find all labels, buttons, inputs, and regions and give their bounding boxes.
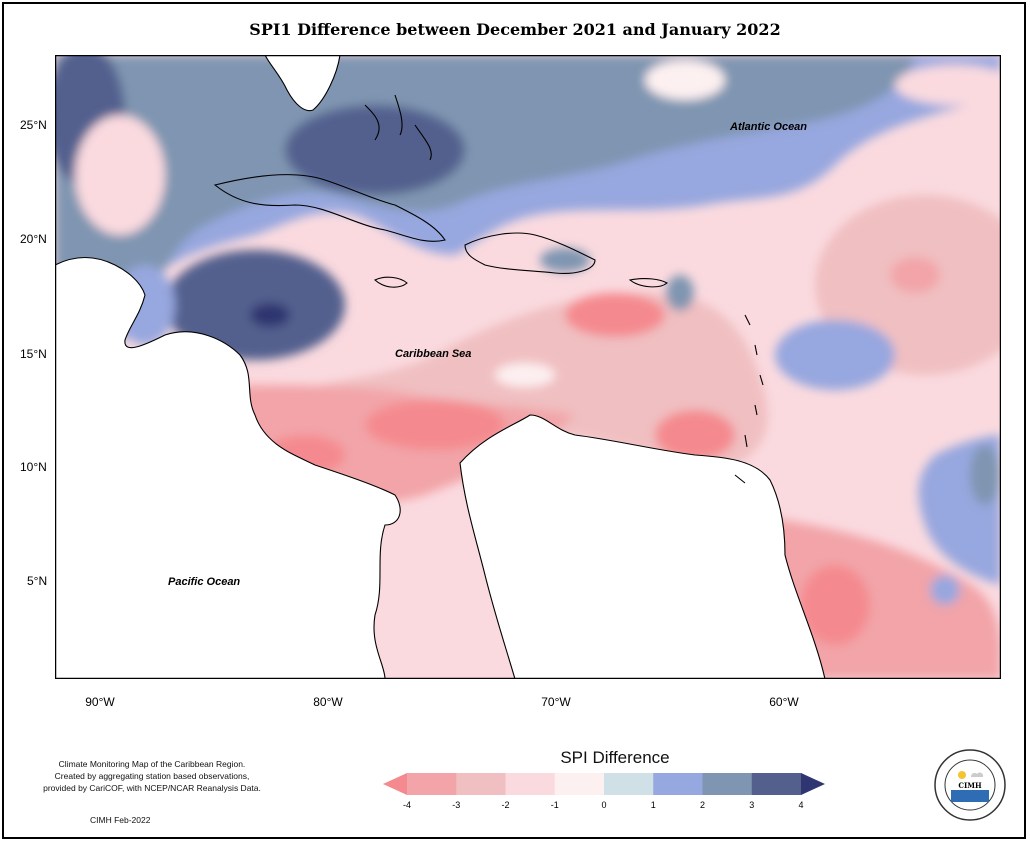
legend-colorbar: [383, 773, 825, 795]
map-panel: Atlantic Ocean Caribbean Sea Pacific Oce…: [55, 55, 1001, 679]
lon-label-70w: 70°W: [541, 695, 571, 709]
island-puerto-rico: [628, 278, 668, 288]
field-pink-east-core: [890, 257, 940, 293]
legend-swatch: [653, 773, 703, 795]
legend-swatch: [407, 773, 457, 795]
lat-label-25n: 25°N: [20, 118, 47, 132]
credit-line-1: Climate Monitoring Map of the Caribbean …: [58, 759, 246, 769]
spi-difference-map: Atlantic Ocean Caribbean Sea Pacific Oce…: [55, 55, 1001, 679]
land-florida: [264, 55, 341, 112]
island-cuba: [213, 174, 446, 242]
island-jamaica: [374, 276, 408, 288]
map-title: SPI1 Difference between December 2021 an…: [249, 20, 781, 39]
legend-tick-label: 4: [798, 800, 804, 810]
legend-arrow-min: [383, 773, 407, 795]
land-masses: [55, 55, 826, 679]
legend-tick-label: -2: [501, 800, 510, 810]
field-blue-guianas: [930, 575, 960, 605]
field-slate-hispaniola: [540, 248, 590, 272]
field-pale-north: [645, 60, 725, 100]
legend-swatch: [505, 773, 556, 795]
legend-tick-label: 2: [699, 800, 706, 810]
cloud-icon: [971, 772, 984, 777]
credit-line-2: Created by aggregating station based obs…: [54, 771, 250, 781]
legend-tick-label: -3: [452, 800, 461, 810]
field-red-core-3: [565, 293, 665, 337]
label-caribbean-sea: Caribbean Sea: [395, 348, 471, 360]
lat-label-5n: 5°N: [27, 574, 48, 588]
land-central-america: [55, 257, 401, 679]
lon-label-60w: 60°W: [769, 695, 799, 709]
credit-block: Climate Monitoring Map of the Caribbean …: [22, 758, 282, 794]
label-pacific-ocean: Pacific Ocean: [168, 576, 240, 588]
field-pink-ne: [895, 65, 1001, 105]
field-red-core-1: [365, 400, 505, 450]
map-border: [55, 55, 1001, 679]
lon-label-90w: 90°W: [85, 695, 115, 709]
legend-tick-label: -1: [550, 800, 559, 810]
field-red-guianas: [800, 565, 870, 645]
wave-icon: [951, 790, 989, 802]
lat-label-20n: 20°N: [20, 232, 47, 246]
legend-swatch: [456, 773, 506, 795]
legend-tick-label: 0: [601, 800, 607, 810]
legend-swatch: [702, 773, 753, 795]
lon-label-80w: 80°W: [313, 695, 343, 709]
legend-tick-label: 1: [650, 800, 656, 810]
island-lesser-antilles: [734, 314, 764, 484]
field-dark-west: [165, 250, 345, 360]
field-dark-bahamas: [285, 105, 465, 195]
legend-tick-label: -4: [402, 800, 412, 810]
credit-line-3: provided by CariCOF, with NCEP/NCAR Rean…: [43, 783, 261, 793]
lat-label-10n: 10°N: [20, 460, 47, 474]
logo-text: CIMH: [958, 781, 982, 790]
field-red-core-4: [655, 410, 735, 460]
lat-label-15n: 15°N: [20, 347, 47, 361]
label-atlantic-ocean: Atlantic Ocean: [729, 121, 807, 133]
field-slate-southeast: [970, 445, 1000, 505]
island-hispaniola: [464, 232, 596, 274]
credit-stamp: CIMH Feb-2022: [90, 815, 151, 825]
legend-swatch: [604, 773, 654, 795]
cimh-logo-svg: CIMH: [934, 749, 1006, 821]
legend-title: SPI Difference: [560, 748, 670, 767]
field-blue-antilles: [775, 320, 895, 390]
legend-arrow-max: [801, 773, 825, 795]
cimh-logo: CIMH: [933, 748, 1007, 822]
field-slate-pr: [666, 275, 694, 311]
field-pink-gulf: [75, 115, 165, 235]
sun-icon: [958, 771, 966, 779]
field-darkest-spot: [250, 303, 290, 327]
land-south-america: [459, 414, 826, 679]
island-bahamas: [364, 94, 432, 161]
legend-colorbar-svg: [383, 773, 825, 795]
island-outlines: [213, 94, 764, 484]
legend-swatch: [554, 773, 605, 795]
field-slate-north: [55, 55, 915, 344]
field-pale-center: [495, 363, 555, 387]
legend-swatch: [751, 773, 802, 795]
legend-tick-label: 3: [749, 800, 755, 810]
